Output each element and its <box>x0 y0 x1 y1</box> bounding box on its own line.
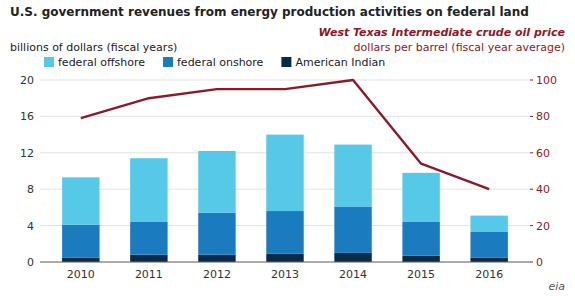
bar-segment <box>62 257 99 262</box>
bar-segment <box>334 253 371 262</box>
bar-segment <box>62 225 99 258</box>
y2-tick-mark <box>530 225 533 226</box>
grid-line <box>40 116 530 117</box>
bar-segment <box>130 222 167 255</box>
legend-label: American Indian <box>295 56 385 69</box>
x-tick-label: 2015 <box>407 268 435 281</box>
x-tick-label: 2012 <box>203 268 231 281</box>
bar-segment <box>130 158 167 222</box>
y2-tick-mark <box>530 116 533 117</box>
y2-tick-label: 80 <box>536 110 550 123</box>
annotation: eia <box>548 280 565 293</box>
y2-series-label: West Texas Intermediate crude oil price <box>319 26 566 39</box>
legend-swatch <box>44 57 54 67</box>
x-tick-label: 2014 <box>339 268 367 281</box>
y-tick-label: 16 <box>20 110 34 123</box>
bar-segment <box>470 232 507 257</box>
bar-segment <box>470 216 507 232</box>
price-line <box>81 80 489 189</box>
x-tick-label: 2011 <box>135 268 163 281</box>
bar-segment <box>402 222 439 256</box>
bar-segment <box>266 135 303 211</box>
bar-segment <box>402 256 439 262</box>
bar-segment <box>62 177 99 224</box>
legend-label: federal onshore <box>177 56 264 69</box>
y2-tick-mark <box>530 189 533 190</box>
grid-line <box>40 80 530 81</box>
y-tick-label: 8 <box>27 183 34 196</box>
x-tick-label: 2013 <box>271 268 299 281</box>
y2-tick-label: 60 <box>536 147 550 160</box>
x-tick-label: 2010 <box>67 268 95 281</box>
bar-segment <box>130 255 167 262</box>
legend-swatch <box>281 57 291 67</box>
y2-tick-mark <box>530 152 533 153</box>
y2-tick-mark <box>530 80 533 81</box>
y-axis-label: billions of dollars (fiscal years) <box>10 41 177 54</box>
y2-tick-label: 40 <box>536 183 550 196</box>
bar-segment <box>198 255 235 262</box>
grid-line <box>40 262 530 263</box>
y2-tick-mark <box>530 262 533 263</box>
legend-swatch <box>163 57 173 67</box>
y-tick-label: 0 <box>27 256 34 269</box>
plot-area <box>62 80 508 262</box>
bar-segment <box>334 206 371 252</box>
legend-label: federal offshore <box>58 56 145 69</box>
bar-segment <box>198 213 235 255</box>
y2-tick-label: 0 <box>536 256 543 269</box>
bar-segment <box>198 151 235 213</box>
y2-axis-label: dollars per barrel (fiscal year average) <box>354 41 565 54</box>
x-tick-label: 2016 <box>475 268 503 281</box>
bar-segment <box>470 257 507 262</box>
x-axis-line <box>40 262 530 263</box>
title: U.S. government revenues from energy pro… <box>10 5 529 19</box>
y-tick-label: 4 <box>27 220 34 233</box>
bar-segment <box>334 145 371 207</box>
y-tick-label: 20 <box>20 74 34 87</box>
legend: federal offshore federal onshore American … <box>44 56 385 69</box>
bar-segment <box>402 173 439 222</box>
bar-segment <box>266 211 303 254</box>
y2-tick-label: 20 <box>536 220 550 233</box>
bar-segment <box>266 254 303 262</box>
y2-tick-label: 100 <box>536 74 557 87</box>
y-tick-label: 12 <box>20 147 34 160</box>
